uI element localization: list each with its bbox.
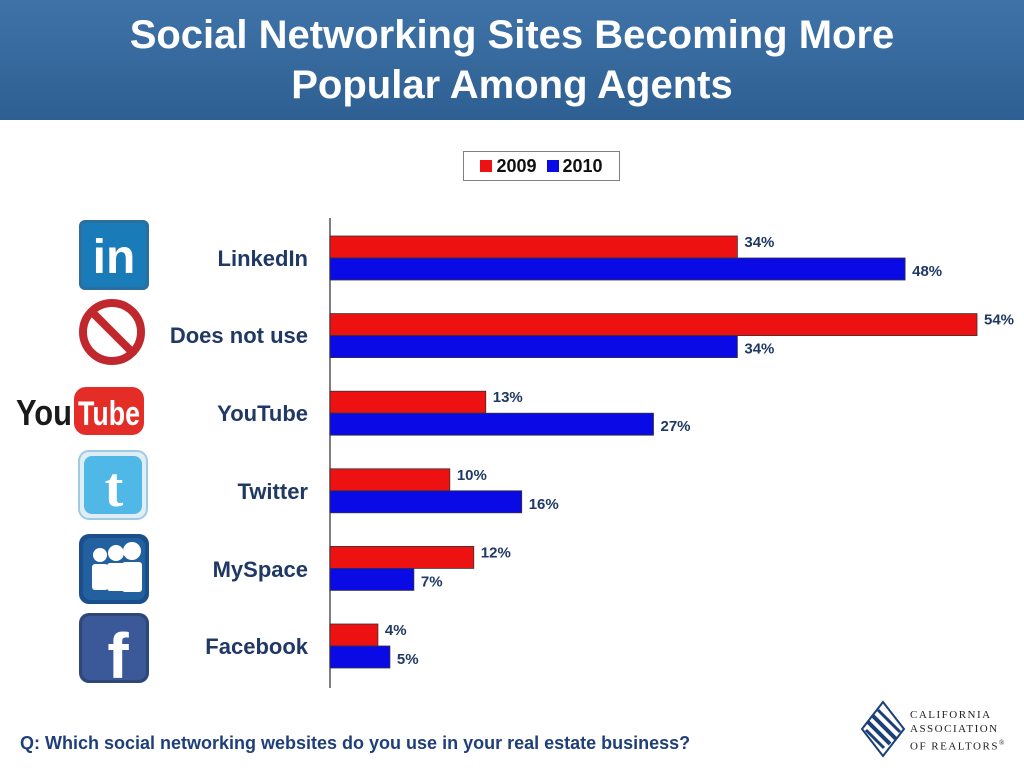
legend-label-2009: 2009 <box>496 155 537 176</box>
title-banner: Social Networking Sites Becoming More Po… <box>0 0 1024 120</box>
chart-title-line-1: Social Networking Sites Becoming More <box>129 13 895 57</box>
bar-twitter-2010 <box>329 490 523 514</box>
data-label-myspace-2010: 7% <box>421 573 443 590</box>
car-logo-line-3: OF REALTORS® <box>910 736 1006 754</box>
chart-title-line-2: Popular Among Agents <box>291 63 733 107</box>
car-logo-mark-icon <box>860 700 906 758</box>
legend-item-2010: 2010 <box>546 155 603 177</box>
bar-youtube-2009 <box>329 390 487 414</box>
data-label-facebook-2009: 4% <box>385 622 407 639</box>
twitter-icon: t <box>78 450 148 520</box>
car-logo-line-2: ASSOCIATION <box>910 723 999 735</box>
data-label-twitter-2009: 10% <box>457 467 487 484</box>
data-label-does-not-use-2010: 34% <box>744 341 774 358</box>
data-label-linkedin-2010: 48% <box>912 263 942 280</box>
facebook-icon: f <box>79 613 149 684</box>
data-label-does-not-use-2009: 54% <box>984 312 1014 329</box>
linkedin-icon-text: in <box>93 231 136 284</box>
bar-twitter-2009 <box>329 468 451 492</box>
data-label-youtube-2010: 27% <box>661 418 691 435</box>
category-label-facebook: Facebook <box>205 634 308 659</box>
category-label-youtube: YouTube <box>217 401 308 426</box>
chart-title: Social Networking Sites Becoming More Po… <box>130 10 895 110</box>
bar-does-not-use-2010 <box>329 335 738 359</box>
linkedin-icon: in <box>79 220 149 290</box>
bar-linkedin-2010 <box>329 257 906 281</box>
car-logo-line-3-text: OF REALTORS <box>910 740 999 753</box>
car-logo-line-1: CALIFORNIA <box>910 709 992 721</box>
bar-does-not-use-2009 <box>329 313 978 337</box>
legend: 2009 2010 <box>463 151 620 181</box>
category-label-does-not-use: Does not use <box>169 323 308 348</box>
bar-facebook-2010 <box>329 645 391 669</box>
data-label-twitter-2010: 16% <box>529 496 559 513</box>
category-label-myspace: MySpace <box>212 557 308 582</box>
twitter-icon-text: t <box>105 457 124 519</box>
bar-myspace-2009 <box>329 546 475 569</box>
prohibited-icon <box>79 299 145 365</box>
survey-question: Q: Which social networking websites do y… <box>20 733 691 753</box>
data-label-linkedin-2009: 34% <box>744 234 774 251</box>
car-logo-text: CALIFORNIA ASSOCIATION OF REALTORS® <box>910 708 1006 754</box>
legend-label-2010: 2010 <box>562 155 603 176</box>
category-label-twitter: Twitter <box>237 479 308 504</box>
legend-swatch-2009 <box>480 160 493 172</box>
youtube-icon: You Tube <box>16 387 144 435</box>
car-logo-registered-mark: ® <box>998 739 1006 747</box>
bar-facebook-2009 <box>329 623 379 647</box>
data-label-myspace-2009: 12% <box>481 544 511 561</box>
car-logo: CALIFORNIA ASSOCIATION OF REALTORS® <box>860 700 1010 760</box>
legend-swatch-2010 <box>546 160 559 172</box>
myspace-icon <box>79 534 149 604</box>
youtube-icon-tube: Tube <box>78 395 140 433</box>
youtube-icon-you: You <box>16 392 72 433</box>
bar-myspace-2010 <box>329 568 415 591</box>
facebook-icon-text: f <box>107 620 129 684</box>
data-label-youtube-2009: 13% <box>493 389 523 406</box>
data-label-facebook-2010: 5% <box>397 651 419 668</box>
bar-linkedin-2009 <box>329 235 738 259</box>
category-label-linkedin: LinkedIn <box>217 246 308 271</box>
bar-youtube-2010 <box>329 412 654 436</box>
legend-item-2009: 2009 <box>480 155 537 177</box>
